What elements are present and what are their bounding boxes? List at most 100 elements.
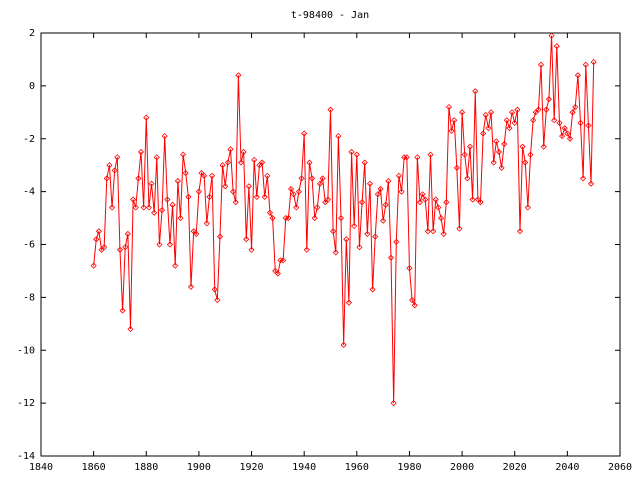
data-point xyxy=(156,241,163,248)
data-point xyxy=(509,109,516,116)
x-tick-label: 1840 xyxy=(29,462,53,473)
data-point xyxy=(582,61,589,68)
data-point xyxy=(559,133,566,140)
data-point xyxy=(387,254,395,261)
data-point xyxy=(298,175,305,182)
data-point xyxy=(106,162,113,169)
data-point xyxy=(127,326,134,333)
x-tick-label: 1960 xyxy=(345,462,369,473)
data-point xyxy=(195,188,202,195)
data-point xyxy=(311,214,318,222)
data-point xyxy=(108,204,116,211)
data-point xyxy=(469,196,476,203)
data-point xyxy=(590,59,597,66)
x-tick-label: 1940 xyxy=(292,462,316,473)
data-point xyxy=(227,146,234,153)
x-tick-label: 1980 xyxy=(397,462,421,473)
data-point xyxy=(245,183,252,190)
data-point xyxy=(353,151,360,158)
data-point xyxy=(340,341,347,349)
data-point xyxy=(422,196,429,203)
data-point xyxy=(248,246,255,253)
data-point xyxy=(193,230,200,237)
data-point xyxy=(369,286,376,293)
data-point xyxy=(393,238,400,245)
data-point xyxy=(309,175,316,182)
data-point xyxy=(306,159,313,166)
data-point xyxy=(124,230,131,237)
data-point xyxy=(380,217,387,224)
data-point xyxy=(374,191,381,198)
data-point xyxy=(348,148,355,156)
data-point xyxy=(577,119,584,126)
data-point xyxy=(177,214,184,222)
data-point xyxy=(211,286,218,293)
data-point xyxy=(209,172,216,179)
data-point xyxy=(90,262,97,269)
data-point xyxy=(332,249,339,256)
data-point xyxy=(464,175,471,182)
y-tick-label: -8 xyxy=(23,292,35,303)
y-tick-label: -4 xyxy=(23,187,35,198)
data-point xyxy=(274,270,281,277)
data-point xyxy=(372,233,379,240)
data-point xyxy=(490,159,497,166)
y-tick-label: 0 xyxy=(29,81,35,92)
data-point xyxy=(414,154,421,161)
data-point xyxy=(364,230,371,237)
data-point xyxy=(419,191,426,198)
data-point xyxy=(337,214,345,222)
data-point xyxy=(295,188,302,195)
data-point xyxy=(522,159,529,166)
x-tick-label: 1900 xyxy=(187,462,211,473)
data-point xyxy=(416,199,424,206)
data-point xyxy=(561,125,568,132)
data-point xyxy=(514,106,521,113)
data-point xyxy=(440,230,447,237)
data-point xyxy=(406,265,413,272)
data-point xyxy=(409,296,416,304)
data-point xyxy=(480,130,487,137)
data-point xyxy=(493,138,500,145)
data-point xyxy=(132,204,139,211)
data-point xyxy=(287,185,295,193)
data-point xyxy=(432,196,439,203)
data-point xyxy=(285,214,292,222)
y-tick-label: -12 xyxy=(17,398,35,409)
data-point xyxy=(232,199,239,206)
data-point xyxy=(545,96,553,103)
data-point xyxy=(319,175,326,182)
data-point xyxy=(166,241,174,248)
x-tick-label: 2060 xyxy=(608,462,632,473)
data-point xyxy=(130,196,137,203)
data-point xyxy=(111,167,118,174)
y-tick-label: -14 xyxy=(17,451,35,462)
data-point xyxy=(377,185,384,193)
data-point xyxy=(398,188,405,195)
data-point xyxy=(290,191,297,198)
data-point xyxy=(182,170,189,177)
x-tick-label: 1880 xyxy=(134,462,158,473)
data-point xyxy=(214,296,221,304)
chart-title: t-98400 - Jan xyxy=(291,10,369,21)
data-point xyxy=(172,262,179,269)
data-point xyxy=(103,175,110,182)
data-point xyxy=(587,180,595,187)
data-point xyxy=(327,106,334,113)
data-point xyxy=(153,154,160,161)
data-point xyxy=(459,109,466,116)
data-point xyxy=(95,228,102,235)
data-point xyxy=(206,193,213,200)
data-point xyxy=(335,133,342,140)
y-tick-label: -10 xyxy=(17,345,35,356)
y-tick-label: 2 xyxy=(29,28,35,39)
data-point xyxy=(158,207,166,214)
data-point xyxy=(456,225,463,232)
data-point xyxy=(135,175,142,182)
data-point xyxy=(569,109,576,116)
y-tick-label: -6 xyxy=(23,240,35,251)
data-point xyxy=(277,257,284,264)
data-point xyxy=(424,228,431,235)
data-point xyxy=(453,164,460,171)
